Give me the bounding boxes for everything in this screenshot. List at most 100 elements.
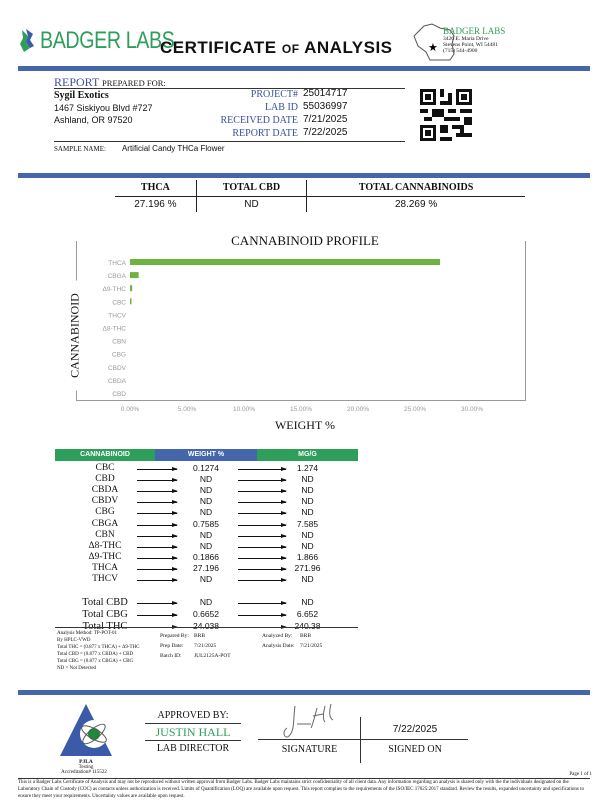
mg-per-g: 1.866 — [296, 551, 319, 562]
rule — [18, 778, 590, 779]
mg-per-g: 7.585 — [296, 518, 319, 529]
arrow-icon — [238, 544, 287, 549]
qr-code[interactable] — [420, 88, 472, 142]
chart-x-tick-label: 10.00% — [233, 406, 255, 413]
rule — [145, 740, 241, 741]
arrow-icon — [238, 566, 287, 571]
chart-bar — [130, 272, 139, 279]
weight-percent: ND — [199, 597, 213, 607]
results-row: CBDV ND ND — [55, 496, 358, 507]
cannabinoid-profile-chart: THCA CBGA Δ9-THC CBC THCV Δ8-THC CBN CBG CBDV CBD… — [103, 259, 483, 413]
arrow-icon — [238, 522, 287, 527]
mg-per-g: ND — [301, 529, 314, 540]
arrow-icon — [137, 522, 178, 527]
arrow-icon — [238, 500, 287, 505]
weight-percent: 0.1274 — [193, 463, 219, 473]
arrow-icon — [238, 578, 287, 582]
sample-name: SAMPLE NAME: Artificial Candy THCa Flowe… — [54, 144, 225, 153]
arrow-icon — [137, 533, 178, 538]
mg-per-g: 271.96 — [294, 562, 321, 573]
lab-id-value: 55036997 — [303, 101, 348, 112]
rule — [55, 627, 358, 628]
signature-image — [283, 703, 334, 738]
method-note-line: By HPLC-VWD — [57, 638, 91, 643]
mg-per-g: ND — [301, 474, 314, 485]
arrow-icon — [238, 613, 287, 617]
mg-per-g: ND — [301, 540, 314, 551]
weight-percent: 24.038 — [193, 621, 219, 631]
arrow-icon — [238, 467, 287, 471]
weight-percent: ND — [199, 540, 213, 551]
page-number: Page 1 of 1 — [569, 772, 592, 777]
arrow-icon — [238, 555, 287, 560]
results-row: THCV ND ND — [55, 574, 358, 585]
cannabinoid-name: CBD — [95, 474, 115, 485]
method-note-line: Total CBG = (0.877 x CBGA) + CBG — [57, 659, 134, 664]
arrow-icon — [137, 578, 178, 582]
badger-logo-icon — [20, 29, 34, 52]
analysis-info: Analyzed By: BRB Analysis Date: 7/21/2025 — [262, 633, 323, 649]
chart-category-label: Δ9-THC — [103, 286, 127, 293]
weight-percent: ND — [199, 507, 213, 518]
chart-bar — [130, 298, 132, 305]
mg-per-g: 1.274 — [296, 463, 319, 473]
pjla-logo-icon — [60, 704, 112, 756]
director-name: JUSTIN HALL — [155, 725, 231, 739]
cannabinoid-name: CBDA — [91, 485, 119, 496]
rule — [258, 739, 468, 740]
cannabinoid-name: Total THC — [55, 621, 155, 632]
chart-x-tick-label: 20.00% — [347, 406, 369, 413]
mg-per-g: 240.38 — [294, 621, 321, 631]
director-title: LAB DIRECTOR — [156, 743, 230, 754]
project-value: 25014717 — [303, 88, 348, 99]
mg-per-g: ND — [301, 507, 314, 518]
results-row: CBG ND ND — [55, 507, 358, 518]
results-header: CANNABINOID WEIGHT % MG/G — [55, 449, 358, 461]
chart-title: CANNABINOID PROFILE — [220, 233, 390, 249]
logo-text: BADGER LABS — [40, 27, 175, 54]
rule — [145, 723, 241, 724]
cannabinoid-name: CBGA — [91, 518, 119, 529]
signed-on-label: SIGNED ON — [388, 744, 442, 755]
arrow-icon — [238, 478, 287, 483]
page-title: CERTIFICATE of ANALYSIS — [160, 38, 393, 57]
arrow-icon — [137, 511, 178, 516]
cannabinoid-name: Total CBD — [82, 597, 128, 608]
signed-date: 7/22/2025 — [392, 724, 438, 735]
chart-category-label: CBN — [112, 339, 126, 346]
method-note-line: ND = Not Detected — [57, 666, 97, 671]
summary-table: THCA TOTAL CBD TOTAL CANNABINOIDS 27.196 %… — [115, 180, 525, 212]
cannabinoid-name: THCA — [92, 562, 118, 573]
mg-per-g: 6.652 — [296, 609, 319, 619]
report-date-label: REPORT DATE — [232, 128, 298, 139]
chart-x-tick-label: 5.00% — [178, 406, 197, 413]
cannabinoid-name: CBC — [95, 463, 115, 473]
cannabinoid-name: Δ9-THC — [88, 551, 122, 562]
chart-bar — [130, 259, 441, 265]
results-row: CBN ND ND — [55, 530, 358, 541]
badger-labs-logo: BADGER LABS — [18, 27, 204, 54]
weight-percent: 0.7585 — [193, 518, 219, 529]
results-row: CBC 0.1274 1.274 — [55, 463, 358, 474]
chart-category-label: THCV — [108, 312, 126, 319]
arrow-icon — [137, 544, 178, 549]
weight-percent: ND — [199, 574, 213, 584]
results-row: THCA 27.196 271.96 — [55, 563, 358, 574]
chart-category-label: CBDA — [108, 378, 127, 385]
arrow-icon — [137, 478, 178, 483]
chart-category-label: THCA — [108, 260, 126, 267]
pjla-label: PJLA Testing Accreditation# 115522 — [61, 759, 107, 775]
results-table: CANNABINOID WEIGHT % MG/G CBC 0.1274 1.2… — [55, 449, 358, 632]
received-date-value: 7/21/2025 — [303, 114, 348, 125]
method-note-line: Analysis Method: TP-POT-01 — [57, 631, 118, 636]
lab-address: BADGER LABS 3426 E. Maria Drive Stevens … — [443, 26, 506, 54]
chart-bar — [130, 285, 133, 292]
report-date-value: 7/22/2025 — [303, 127, 348, 138]
chart-x-tick-label: 15.00% — [290, 406, 312, 413]
mg-per-g: ND — [301, 485, 314, 496]
chart-category-label: CBG — [112, 352, 126, 359]
lab-id-label: LAB ID — [264, 102, 298, 113]
arrow-icon — [238, 533, 287, 538]
weight-percent: ND — [199, 485, 213, 496]
method-note-line: Total THC = (0.877 x THCA) + Δ9-THC — [57, 645, 140, 650]
